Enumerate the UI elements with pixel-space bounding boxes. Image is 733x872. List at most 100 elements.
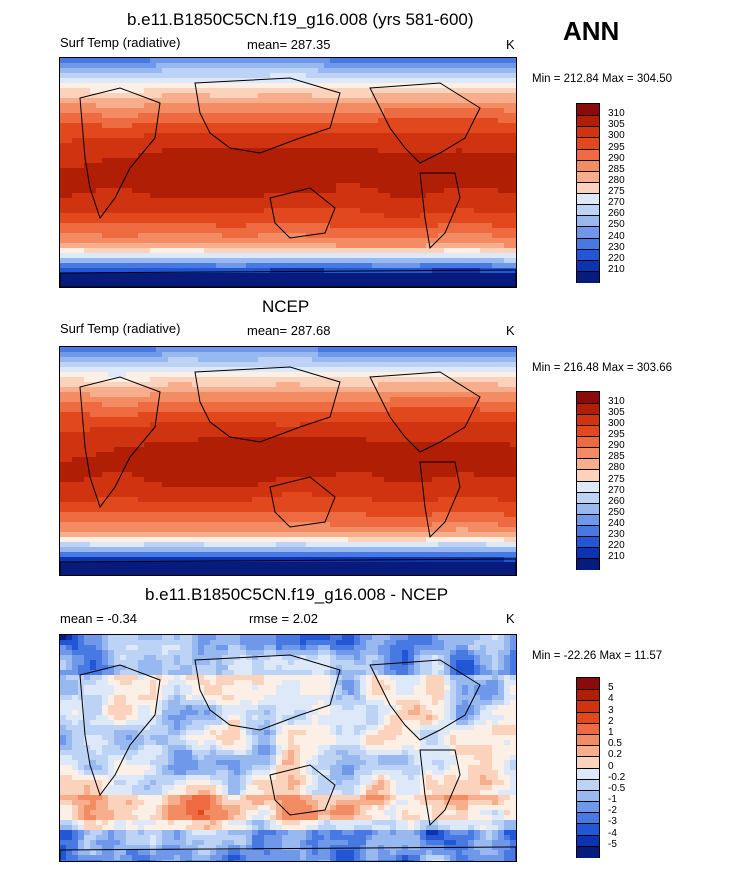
colorbar-swatch — [577, 700, 599, 713]
colorbar-tick-label: 305 — [608, 407, 625, 419]
colorbar-tick-label: -4 — [608, 827, 617, 839]
colorbar-swatch — [577, 711, 599, 724]
colorbar-swatch — [577, 403, 599, 416]
colorbar-tick-label: 305 — [608, 119, 625, 131]
colorbar-swatch — [577, 778, 599, 791]
panel-3-colorbar — [576, 677, 600, 858]
colorbar-swatch — [577, 546, 599, 559]
colorbar-swatch — [577, 502, 599, 515]
colorbar-tick-label: 0.5 — [608, 738, 622, 750]
panel-1-map-svg — [60, 58, 516, 287]
colorbar-tick-label: 240 — [608, 517, 625, 529]
colorbar-tick-label: 295 — [608, 141, 625, 153]
colorbar-swatch — [577, 436, 599, 449]
colorbar-swatch — [577, 259, 599, 272]
colorbar-tick-label: 1 — [608, 726, 614, 738]
colorbar-swatch — [577, 392, 599, 405]
colorbar-tick-label: 260 — [608, 495, 625, 507]
colorbar-tick-label: 275 — [608, 473, 625, 485]
colorbar-tick-label: 290 — [608, 440, 625, 452]
colorbar-tick-label: 230 — [608, 528, 625, 540]
colorbar-swatch — [577, 513, 599, 526]
colorbar-tick-label: 280 — [608, 174, 625, 186]
colorbar-swatch — [577, 689, 599, 702]
panel-3-minmax: Min = -22.26 Max = 11.57 — [532, 650, 663, 662]
colorbar-swatch — [577, 722, 599, 735]
colorbar-swatch — [577, 557, 599, 570]
colorbar-tick-label: 210 — [608, 263, 625, 275]
panel-3-map — [59, 634, 517, 862]
colorbar-tick-label: 310 — [608, 396, 625, 408]
colorbar-tick-label: 230 — [608, 241, 625, 253]
colorbar-tick-label: 2 — [608, 715, 614, 727]
colorbar-tick-label: 250 — [608, 219, 625, 231]
colorbar-tick-label: 285 — [608, 163, 625, 175]
panel-1-map — [59, 57, 517, 288]
colorbar-tick-label: 0.2 — [608, 749, 622, 761]
colorbar-tick-label: 3 — [608, 704, 614, 716]
colorbar-tick-label: 280 — [608, 462, 625, 474]
panel-2-minmax: Min = 216.48 Max = 303.66 — [532, 362, 673, 374]
colorbar-tick-label: -1 — [608, 794, 617, 806]
colorbar-tick-label: 210 — [608, 550, 625, 562]
colorbar-tick-label: -5 — [608, 838, 617, 850]
colorbar-swatch — [577, 204, 599, 217]
colorbar-swatch — [577, 159, 599, 172]
colorbar-tick-label: 295 — [608, 429, 625, 441]
colorbar-swatch — [577, 270, 599, 283]
colorbar-swatch — [577, 491, 599, 504]
panel-2-map-svg — [60, 347, 516, 575]
colorbar-tick-label: 250 — [608, 506, 625, 518]
colorbar-tick-label: -0.2 — [608, 771, 626, 783]
colorbar-swatch — [577, 789, 599, 803]
colorbar-swatch — [577, 469, 599, 482]
colorbar-swatch — [577, 148, 599, 161]
panel-2-colorbar-ticks: 310 305 300 295 290 285 280 275 270 260 250 240 230 2… — [608, 391, 648, 568]
colorbar-tick-label: 270 — [608, 197, 625, 209]
colorbar-tick-label: 310 — [608, 108, 625, 120]
panel-1-colorbar — [576, 103, 600, 283]
colorbar-swatch — [577, 458, 599, 471]
colorbar-swatch — [577, 535, 599, 548]
colorbar-swatch — [577, 801, 599, 814]
colorbar-swatch — [577, 767, 599, 780]
colorbar-swatch — [577, 812, 599, 825]
colorbar-tick-label: 0 — [608, 760, 614, 772]
colorbar-tick-label: 270 — [608, 484, 625, 496]
colorbar-swatch — [577, 237, 599, 250]
colorbar-swatch — [577, 104, 599, 117]
colorbar-tick-label: -2 — [608, 805, 617, 817]
panel-1-units-label: K — [506, 37, 515, 52]
colorbar-swatch — [577, 215, 599, 228]
panel-3-mean-label: mean = -0.34 — [60, 611, 137, 626]
colorbar-tick-label: 4 — [608, 693, 614, 705]
panel-2-map — [59, 346, 517, 576]
colorbar-tick-label: 240 — [608, 230, 625, 242]
colorbar-tick-label: 300 — [608, 418, 625, 430]
panel-3-units-label: K — [506, 611, 515, 626]
colorbar-swatch — [577, 126, 599, 139]
panel-3-colorbar-ticks: 5 4 3 2 1 0.5 0.2 0 -0.2 -0.5 -1 -2 -3 -4 -5 — [608, 677, 648, 856]
colorbar-tick-label: 300 — [608, 130, 625, 142]
panel-1-colorbar-ticks: 310 305 300 295 290 285 280 275 270 260 250 240 230 2… — [608, 103, 648, 281]
colorbar-swatch — [577, 248, 599, 261]
colorbar-tick-label: -0.5 — [608, 782, 626, 794]
colorbar-swatch — [577, 226, 599, 239]
colorbar-swatch — [577, 834, 599, 847]
colorbar-swatch — [577, 756, 599, 769]
colorbar-swatch — [577, 678, 599, 691]
colorbar-swatch — [577, 845, 599, 858]
colorbar-swatch — [577, 733, 599, 747]
colorbar-tick-label: 220 — [608, 252, 625, 264]
colorbar-swatch — [577, 447, 599, 460]
colorbar-swatch — [577, 425, 599, 438]
colorbar-tick-label: 275 — [608, 186, 625, 197]
colorbar-swatch — [577, 480, 599, 493]
colorbar-tick-label: 5 — [608, 682, 614, 694]
colorbar-tick-label: 220 — [608, 539, 625, 551]
panel-3-title: b.e11.B1850C5CN.f19_g16.008 - NCEP — [145, 585, 449, 604]
panel-1-title: b.e11.B1850C5CN.f19_g16.008 (yrs 581-600… — [127, 10, 474, 29]
panel-2-colorbar — [576, 391, 600, 570]
panel-1-variable-label: Surf Temp (radiative) — [60, 35, 181, 50]
colorbar-swatch — [577, 524, 599, 537]
